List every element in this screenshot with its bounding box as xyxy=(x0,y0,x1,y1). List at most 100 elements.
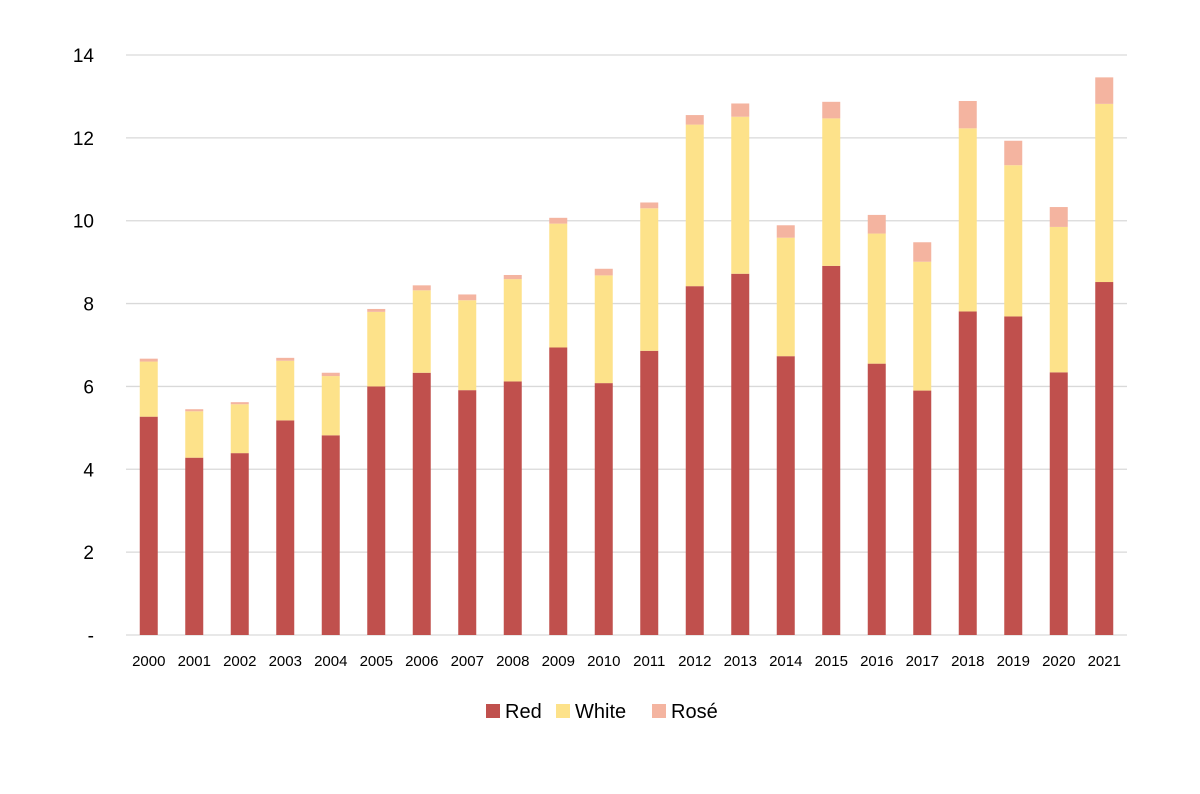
legend-label-1: Red xyxy=(505,701,542,723)
bar-white-2016 xyxy=(867,233,886,364)
x-tick-label: 2000 xyxy=(132,653,165,670)
bar-red-2003 xyxy=(276,420,295,635)
x-tick-label: 2014 xyxy=(769,653,802,670)
bar-white-2015 xyxy=(822,118,841,266)
bar-white-2006 xyxy=(412,290,431,373)
x-tick-label: 2018 xyxy=(951,653,984,670)
bar-red-2007 xyxy=(458,390,477,635)
bar-white-2020 xyxy=(1049,226,1068,373)
bar-white-2004 xyxy=(321,376,340,436)
bar-ros-2007 xyxy=(458,294,477,301)
bar-red-2020 xyxy=(1049,372,1068,635)
bar-ros-2019 xyxy=(1004,140,1023,166)
bar-ros-2006 xyxy=(412,285,431,291)
bar-ros-2005 xyxy=(367,308,386,312)
bar-ros-2020 xyxy=(1049,207,1068,227)
x-tick-label: 2020 xyxy=(1042,653,1075,670)
bar-ros-2001 xyxy=(185,409,204,412)
bar-red-2014 xyxy=(776,356,795,635)
x-tick-label: 2017 xyxy=(906,653,939,670)
bar-white-2019 xyxy=(1004,165,1023,317)
x-tick-label: 2002 xyxy=(223,653,256,670)
y-tick-label: 2 xyxy=(83,543,94,564)
bar-white-2002 xyxy=(230,404,249,454)
legend-label-3: Rosé xyxy=(671,701,718,723)
bar-white-2005 xyxy=(367,311,386,387)
bar-ros-2002 xyxy=(230,402,249,405)
bar-ros-2010 xyxy=(594,268,613,276)
bar-white-2017 xyxy=(913,261,932,391)
x-tick-label: 2016 xyxy=(860,653,893,670)
y-tick-label: - xyxy=(88,626,94,647)
x-axis-ticks: 2000 2001 2002 2003 2004 2005 2006 2007 2008 2009… xyxy=(132,653,1121,670)
x-tick-label: 2003 xyxy=(269,653,302,670)
x-tick-label: 2019 xyxy=(997,653,1030,670)
bar-white-2009 xyxy=(549,223,568,348)
legend: Red White Rosé xyxy=(486,701,718,723)
bar-red-2008 xyxy=(503,381,522,635)
legend-label-2: White xyxy=(575,701,626,723)
bar-white-2014 xyxy=(776,237,795,357)
bar-white-2012 xyxy=(685,124,704,287)
gridlines xyxy=(126,54,1127,636)
bar-ros-2021 xyxy=(1095,77,1114,104)
bar-red-2015 xyxy=(822,265,841,635)
legend-swatch-3 xyxy=(652,704,666,718)
y-tick-label: 14 xyxy=(73,46,95,67)
bar-red-2006 xyxy=(412,372,431,635)
y-axis-ticks: - 2 4 6 8 10 12 14 xyxy=(73,46,95,647)
bar-ros-2004 xyxy=(321,372,340,377)
legend-swatch-2 xyxy=(556,704,570,718)
bar-white-2008 xyxy=(503,279,522,382)
bar-ros-2000 xyxy=(139,358,158,362)
bar-ros-2011 xyxy=(640,202,659,209)
bar-red-2009 xyxy=(549,347,568,635)
bar-white-2011 xyxy=(640,208,659,351)
x-tick-label: 2007 xyxy=(451,653,484,670)
x-tick-label: 2005 xyxy=(360,653,393,670)
x-tick-label: 2004 xyxy=(314,653,347,670)
bar-red-2016 xyxy=(867,363,886,635)
bar-ros-2009 xyxy=(549,217,568,224)
bar-ros-2015 xyxy=(822,101,841,119)
bar-ros-2016 xyxy=(867,214,886,234)
bar-red-2019 xyxy=(1004,316,1023,635)
bar-ros-2012 xyxy=(685,115,704,125)
y-tick-label: 4 xyxy=(83,460,94,481)
x-tick-label: 2015 xyxy=(815,653,848,670)
bar-red-2012 xyxy=(685,286,704,635)
y-tick-label: 6 xyxy=(83,377,94,398)
bar-red-2013 xyxy=(731,273,750,635)
bar-red-2011 xyxy=(640,350,659,635)
x-tick-label: 2012 xyxy=(678,653,711,670)
y-tick-label: 12 xyxy=(73,129,94,150)
x-tick-label: 2011 xyxy=(633,653,665,670)
bar-red-2017 xyxy=(913,390,932,635)
bar-white-2018 xyxy=(958,128,977,312)
bar-ros-2017 xyxy=(913,242,932,262)
x-tick-label: 2010 xyxy=(587,653,620,670)
bar-white-2007 xyxy=(458,300,477,391)
bar-red-2018 xyxy=(958,311,977,635)
x-tick-label: 2009 xyxy=(542,653,575,670)
bar-white-2003 xyxy=(276,360,295,421)
x-tick-label: 2008 xyxy=(496,653,529,670)
x-tick-label: 2001 xyxy=(178,653,211,670)
bar-ros-2018 xyxy=(958,100,977,129)
bar-red-2010 xyxy=(594,383,613,635)
bar-white-2010 xyxy=(594,275,613,384)
bar-ros-2003 xyxy=(276,357,295,361)
x-tick-label: 2013 xyxy=(724,653,757,670)
bar-red-2004 xyxy=(321,435,340,635)
legend-swatch-1 xyxy=(486,704,500,718)
bar-ros-2014 xyxy=(776,225,795,238)
bar-red-2000 xyxy=(139,416,158,635)
bar-ros-2008 xyxy=(503,274,522,280)
bar-ros-2013 xyxy=(731,103,750,117)
y-tick-label: 8 xyxy=(83,295,94,316)
bar-white-2000 xyxy=(139,361,158,417)
bars xyxy=(139,77,1114,635)
x-tick-label: 2006 xyxy=(405,653,438,670)
